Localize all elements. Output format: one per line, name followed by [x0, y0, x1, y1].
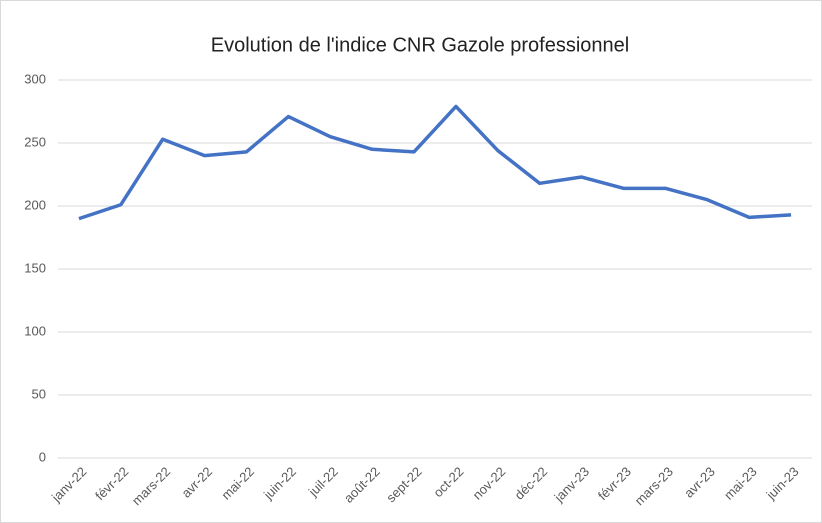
chart-title: Evolution de l'indice CNR Gazole profess… [211, 34, 630, 56]
y-tick-label: 250 [24, 134, 46, 149]
data-line [78, 104, 792, 221]
y-tick-label: 150 [24, 260, 46, 275]
y-tick-label: 100 [24, 323, 46, 338]
y-tick-label: 0 [39, 449, 46, 464]
y-tick-label: 200 [24, 197, 46, 212]
y-tick-label: 50 [32, 386, 46, 401]
y-tick-label: 300 [24, 71, 46, 86]
